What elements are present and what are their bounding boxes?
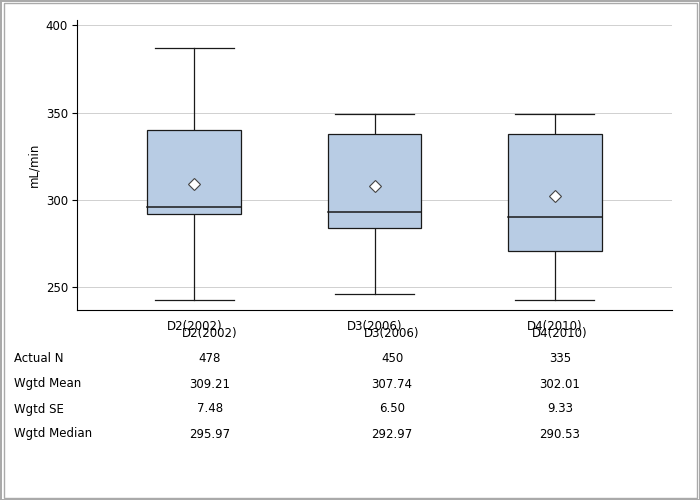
Text: 295.97: 295.97 — [190, 428, 230, 440]
Text: Wgtd Median: Wgtd Median — [14, 428, 92, 440]
Y-axis label: mL/min: mL/min — [27, 143, 40, 187]
Text: Wgtd Mean: Wgtd Mean — [14, 378, 81, 390]
Bar — [508, 134, 602, 250]
Bar — [328, 134, 421, 228]
Text: Wgtd SE: Wgtd SE — [14, 402, 64, 415]
Text: 302.01: 302.01 — [540, 378, 580, 390]
Text: 478: 478 — [199, 352, 221, 366]
Text: 307.74: 307.74 — [372, 378, 412, 390]
Text: 9.33: 9.33 — [547, 402, 573, 415]
Text: D3(2006): D3(2006) — [364, 328, 420, 340]
Text: 7.48: 7.48 — [197, 402, 223, 415]
Text: 290.53: 290.53 — [540, 428, 580, 440]
Text: D2(2002): D2(2002) — [182, 328, 238, 340]
Text: 6.50: 6.50 — [379, 402, 405, 415]
Text: 450: 450 — [381, 352, 403, 366]
Text: Actual N: Actual N — [14, 352, 64, 366]
Text: 292.97: 292.97 — [372, 428, 412, 440]
Text: 309.21: 309.21 — [190, 378, 230, 390]
Text: 335: 335 — [549, 352, 571, 366]
Bar — [147, 130, 241, 214]
Text: D4(2010): D4(2010) — [532, 328, 588, 340]
